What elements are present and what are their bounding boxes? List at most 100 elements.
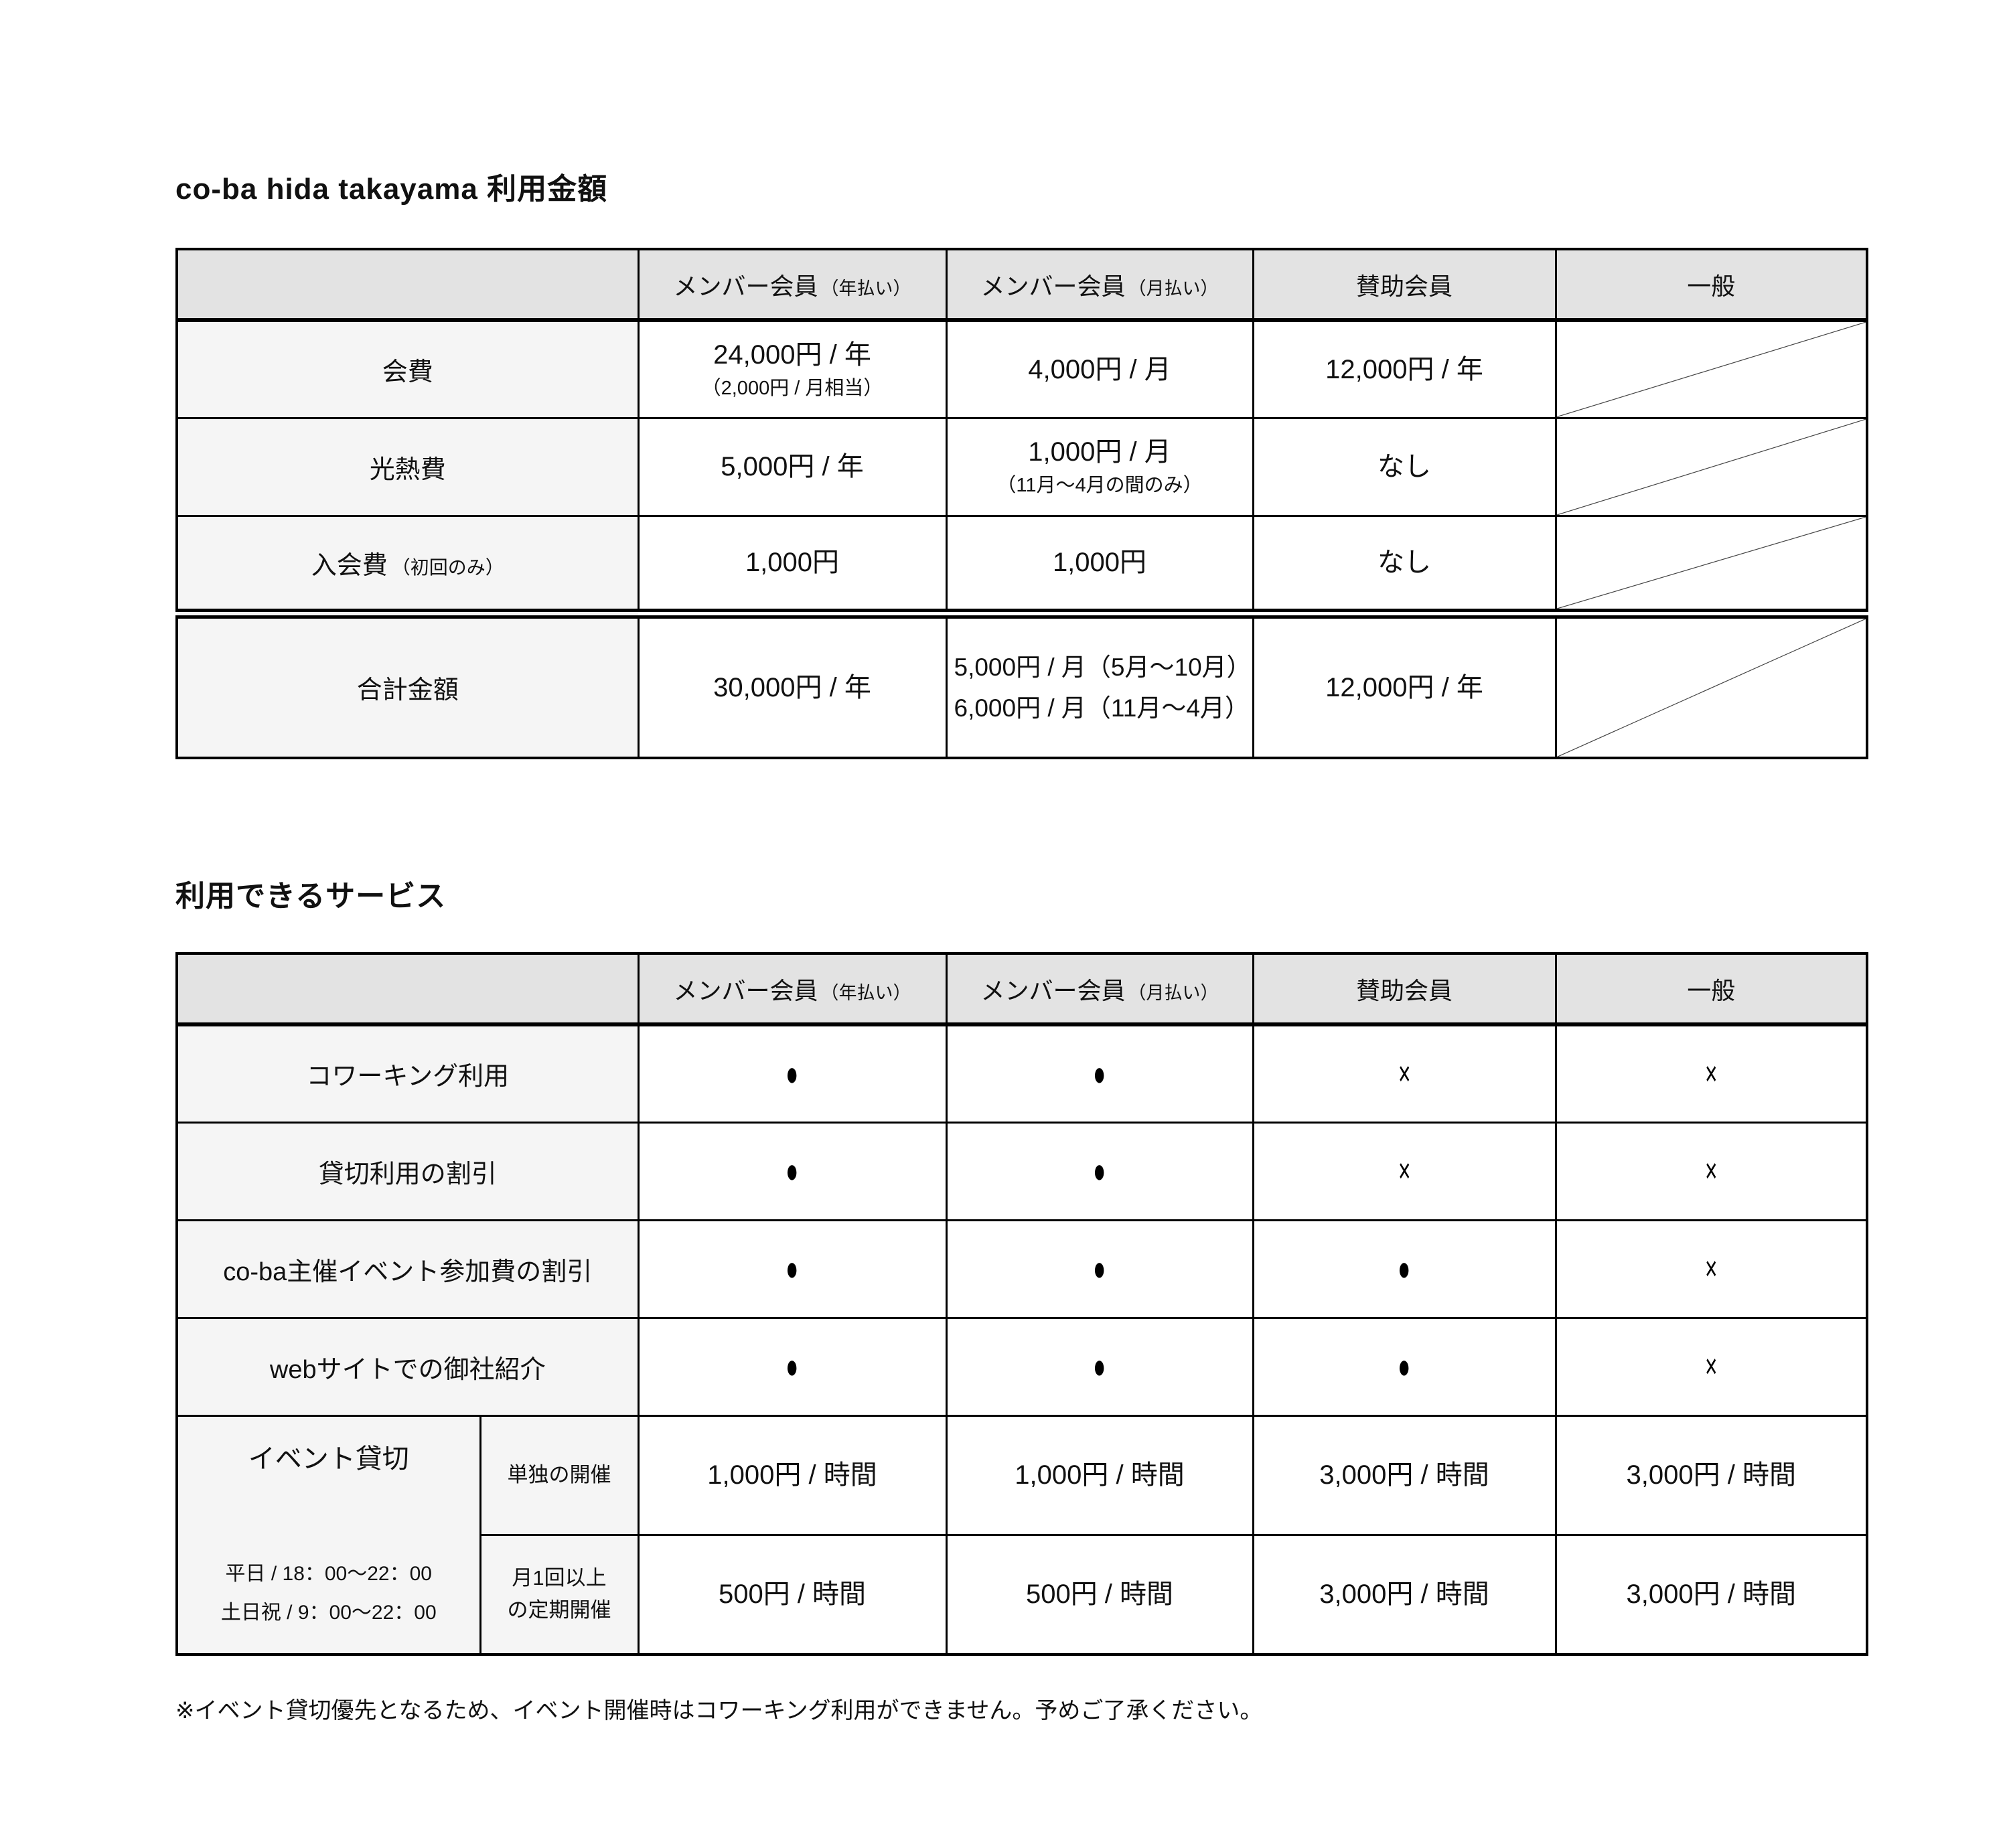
cell-value: 12,000円 / 年 [1325,354,1483,384]
cell-value: なし [1378,548,1431,577]
pricing-table: メンバー会員 （年払い） メンバー会員 （月払い） 賛助会員 一般 会費 24,00… [175,248,1868,759]
pricing-cell: 12,000円 / 年 [1252,608,1557,759]
diagonal-line [1557,322,1866,417]
service-mark-cell: ● [637,1316,948,1417]
event-price-cell: 500円 / 時間 [637,1533,948,1656]
pricing-row-total: 合計金額 30,000円 / 年 5,000円 / 月（5月〜10月） 6,00… [175,608,1868,759]
not-applicable-cell [1554,319,1868,419]
service-mark-cell: × [1554,1219,1868,1319]
diagonal-line [1557,419,1866,515]
two-line-value-block: 5,000円 / 月（5月〜10月） 6,000円 / 月（11月〜4月） [954,647,1252,728]
row-label-cell: 合計金額 [175,608,640,759]
not-applicable-cell [1554,608,1868,759]
services-header-row: メンバー会員 （年払い） メンバー会員 （月払い） 賛助会員 一般 [175,952,1868,1026]
event-rental-hours: 平日 / 18：00〜22：00 土日祝 / 9：00〜22：00 [185,1555,473,1633]
availability-mark: × [1398,1152,1411,1190]
service-mark-cell: ● [945,1316,1254,1417]
column-header-note: （年払い） [820,278,911,299]
service-mark-cell: ● [637,1121,948,1221]
row-label: webサイトでの御社紹介 [269,1355,546,1384]
event-price-cell: 1,000円 / 時間 [945,1414,1254,1536]
service-row-website-intro: webサイトでの御社紹介 ● ● ● × [175,1316,1868,1417]
service-mark-cell: × [1554,1121,1868,1221]
column-header-note: （月払い） [1128,278,1219,299]
availability-mark: ● [1398,1249,1411,1288]
cell-value: なし [1378,452,1431,481]
column-header-label: メンバー会員 [673,976,818,1004]
pricing-cell: なし [1252,416,1557,517]
row-label: 合計金額 [356,676,459,705]
column-header-member-monthly: メンバー会員 （月払い） [945,952,1254,1026]
availability-mark: ● [786,1249,799,1288]
cell-subvalue: （2,000円 / 月相当） [701,378,883,399]
availability-mark: ● [786,1152,799,1190]
column-header-supporting-member: 賛助会員 [1252,952,1557,1026]
service-row-private-discount: 貸切利用の割引 ● ● × × [175,1121,1868,1221]
column-header-note: （年払い） [820,982,911,1003]
pricing-cell: なし [1252,514,1557,615]
availability-mark: × [1705,1347,1718,1386]
row-label-cell: 会費 [175,319,640,419]
event-rental-title: イベント貸切 [248,1444,409,1474]
event-price-cell: 3,000円 / 時間 [1554,1533,1868,1656]
service-mark-cell: ● [637,1023,948,1124]
cell-value: 1,000円 [745,548,840,577]
pricing-cell: 24,000円 / 年 （2,000円 / 月相当） [637,319,948,419]
column-header-member-annual: メンバー会員 （年払い） [637,248,948,322]
pricing-cell: 5,000円 / 年 [637,416,948,517]
row-label-cell: 貸切利用の割引 [175,1121,640,1221]
cell-value: 24,000円 / 年 [713,340,871,370]
pricing-row-membership-fee: 会費 24,000円 / 年 （2,000円 / 月相当） 4,000円 / 月… [175,319,1868,419]
pricing-cell: 30,000円 / 年 [637,608,948,759]
availability-mark: × [1705,1054,1718,1093]
page: co-ba hida takayama 利用金額 メンバー会員 （年払い） メンバ… [175,173,1868,1723]
column-header-label: メンバー会員 [980,272,1126,300]
row-label: 会費 [382,358,433,387]
column-header-label: メンバー会員 [673,272,818,300]
row-label: コワーキング利用 [306,1063,510,1091]
row-label: 光熱費 [369,455,446,484]
cell-value: 1,000円 / 月 [1028,437,1171,467]
column-header-label: 一般 [1687,272,1736,300]
row-label-note: （初回のみ） [391,556,504,578]
cell-value: 3,000円 / 時間 [1319,1580,1489,1610]
service-mark-cell: ● [945,1219,1254,1319]
services-table: メンバー会員 （年払い） メンバー会員 （月払い） 賛助会員 一般 コワーキング利用… [175,952,1868,1656]
pricing-cell: 4,000円 / 月 [945,319,1254,419]
not-applicable-cell [1554,416,1868,517]
row-label-cell: 光熱費 [175,416,640,517]
row-label: 入会費 [311,551,388,580]
event-subrow-label-cell: 単独の開催 [479,1414,640,1536]
pricing-cell: 1,000円 [637,514,948,615]
cell-value: 3,000円 / 時間 [1626,1580,1796,1610]
row-label-cell: co-ba主催イベント参加費の割引 [175,1219,640,1319]
service-mark-cell: ● [945,1023,1254,1124]
event-subrow-label-cell: 月1回以上 の定期開催 [479,1533,640,1656]
service-mark-cell: ● [637,1219,948,1319]
cell-value: 500円 / 時間 [718,1580,867,1610]
pricing-cell: 12,000円 / 年 [1252,319,1557,419]
services-header-corner-cell [175,952,640,1026]
column-header-note: （月払い） [1128,982,1219,1003]
cell-value: 1,000円 [1052,548,1147,577]
availability-mark: × [1705,1249,1718,1288]
not-applicable-cell [1554,514,1868,615]
event-price-cell: 3,000円 / 時間 [1252,1533,1557,1656]
event-price-cell: 1,000円 / 時間 [637,1414,948,1536]
cell-value: 500円 / 時間 [1025,1580,1174,1610]
row-label: co-ba主催イベント参加費の割引 [223,1257,593,1286]
pricing-header-row: メンバー会員 （年払い） メンバー会員 （月払い） 賛助会員 一般 [175,248,1868,322]
column-header-label: 賛助会員 [1355,976,1453,1004]
cell-value: 12,000円 / 年 [1325,672,1483,702]
row-label-cell: 入会費 （初回のみ） [175,514,640,615]
event-price-cell: 3,000円 / 時間 [1252,1414,1557,1536]
availability-mark: ● [1093,1347,1106,1386]
cell-value: 1,000円 / 時間 [1015,1460,1185,1490]
cell-value: 4,000円 / 月 [1028,354,1171,384]
service-mark-cell: ● [945,1121,1254,1221]
event-subrow-label: の定期開催 [507,1598,611,1622]
event-hours-weekend: 土日祝 / 9：00〜22：00 [220,1602,437,1624]
column-header-member-monthly: メンバー会員 （月払い） [945,248,1254,322]
column-header-supporting-member: 賛助会員 [1252,248,1557,322]
cell-value: 1,000円 / 時間 [707,1460,877,1490]
